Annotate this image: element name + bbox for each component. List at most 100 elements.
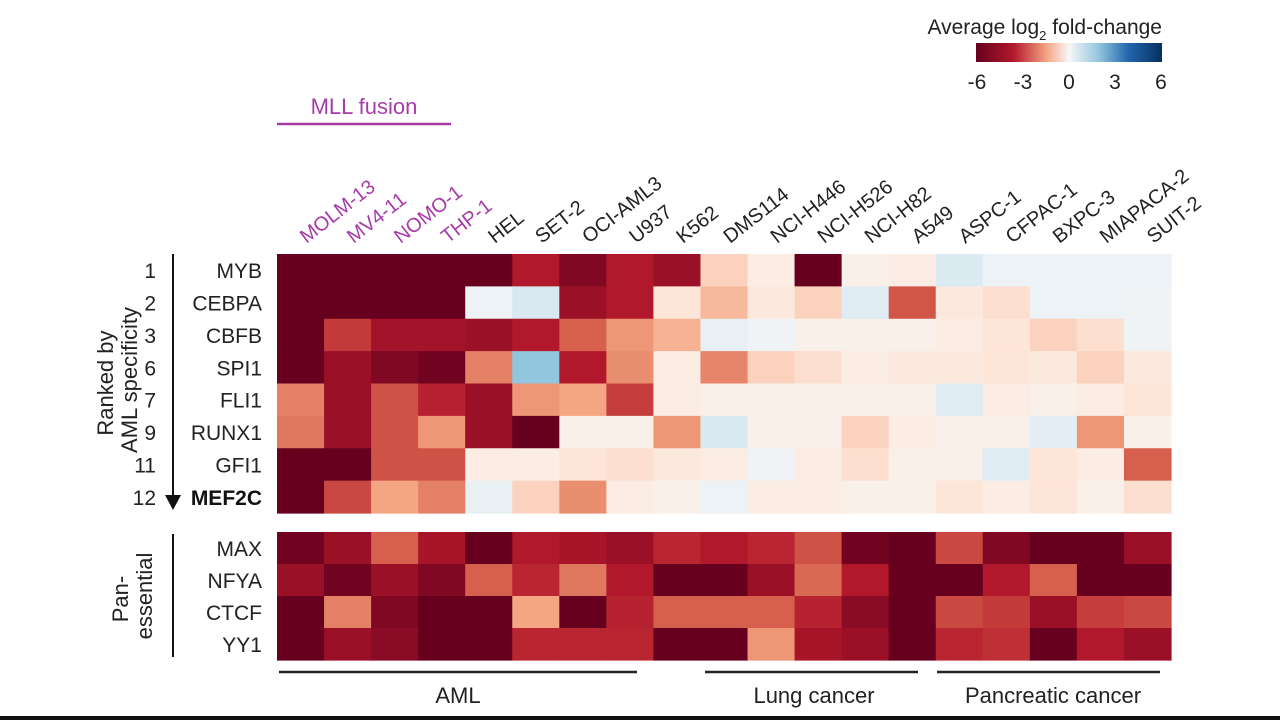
heatmap-cell xyxy=(794,254,843,287)
heatmap-cell xyxy=(747,564,796,597)
heatmap-cell xyxy=(465,564,513,597)
row-gene-label: NFYA xyxy=(208,570,262,593)
heatmap-cell xyxy=(653,383,702,417)
heatmap-cell xyxy=(841,286,890,320)
row-gene-label: FLI1 xyxy=(220,390,262,413)
heatmap-cell xyxy=(371,254,419,287)
heatmap-cell xyxy=(1123,415,1172,449)
heatmap-cell xyxy=(559,351,607,385)
row-gene-label: YY1 xyxy=(222,634,262,657)
rank-arrow-head xyxy=(165,495,181,510)
heatmap-cell xyxy=(277,596,325,629)
heatmap-cell xyxy=(277,415,325,449)
heatmap-cell xyxy=(1029,286,1078,320)
heatmap-cell xyxy=(465,383,513,417)
heatmap-cell xyxy=(1029,564,1078,597)
heatmap-cell xyxy=(888,286,937,320)
heatmap-cell xyxy=(888,254,937,287)
heatmap-cell xyxy=(935,286,984,320)
heatmap-cell xyxy=(982,448,1031,482)
row-gene-label: GFI1 xyxy=(215,454,262,477)
heatmap-cell xyxy=(418,415,466,449)
heatmap-cell xyxy=(606,318,655,352)
row-gene-label: MEF2C xyxy=(191,487,262,510)
colorbar-title-suffix: fold-change xyxy=(1046,16,1162,39)
heatmap-cell xyxy=(606,532,655,565)
heatmap-cell xyxy=(1123,351,1172,385)
heatmap-cell xyxy=(653,318,702,352)
heatmap-cell xyxy=(1123,254,1172,287)
heatmap-cell xyxy=(747,254,796,287)
heatmap-cell xyxy=(935,318,984,352)
row-rank-label: 1 xyxy=(144,260,156,283)
heatmap-cell xyxy=(512,480,560,514)
heatmap-cell xyxy=(841,596,890,629)
row-rank-label: 6 xyxy=(144,357,156,380)
heatmap-cells xyxy=(277,254,1172,661)
heatmap-cell xyxy=(1076,532,1125,565)
heatmap-cell xyxy=(700,480,749,514)
heatmap-cell xyxy=(747,448,796,482)
heatmap-cell xyxy=(1029,532,1078,565)
heatmap-cell xyxy=(935,448,984,482)
heatmap-cell xyxy=(700,351,749,385)
heatmap-cell xyxy=(465,318,513,352)
heatmap-cell xyxy=(512,254,560,287)
heatmap-cell xyxy=(794,564,843,597)
heatmap-cell xyxy=(324,480,372,514)
row-rank-label: 2 xyxy=(144,293,156,316)
heatmap-cell xyxy=(512,564,560,597)
heatmap-cell xyxy=(653,254,702,287)
heatmap-cell xyxy=(935,480,984,514)
heatmap-cell xyxy=(747,351,796,385)
heatmap-cell xyxy=(559,318,607,352)
heatmap-cell xyxy=(700,564,749,597)
heatmap-cell xyxy=(1076,596,1125,629)
heatmap-cell xyxy=(700,532,749,565)
section-label-ranked: Ranked by AML specificity xyxy=(93,307,142,453)
heatmap-cell xyxy=(982,318,1031,352)
section-label-pan-line1: Pan- xyxy=(108,576,133,622)
heatmap-cell xyxy=(465,628,513,661)
heatmap-cell xyxy=(982,254,1031,287)
row-gene-label: CEBPA xyxy=(192,293,262,316)
heatmap-cell xyxy=(747,415,796,449)
column-label: SET-2 xyxy=(531,196,588,248)
heatmap-cell xyxy=(888,383,937,417)
row-rank-label: 3 xyxy=(144,325,156,348)
colorbar-tick-label: -3 xyxy=(1014,71,1033,94)
heatmap-cell xyxy=(653,596,702,629)
group-label-pancreatic: Pancreatic cancer xyxy=(965,683,1141,708)
heatmap-cell xyxy=(794,532,843,565)
heatmap-cell xyxy=(888,351,937,385)
heatmap-cell xyxy=(1029,415,1078,449)
heatmap-cell xyxy=(559,532,607,565)
heatmap-cell xyxy=(606,448,655,482)
heatmap-cell xyxy=(982,351,1031,385)
heatmap-cell xyxy=(606,351,655,385)
heatmap-cell xyxy=(465,351,513,385)
row-gene-label: CTCF xyxy=(206,602,262,625)
row-gene-label: CBFB xyxy=(206,325,262,348)
heatmap-cell xyxy=(371,318,419,352)
heatmap-cell xyxy=(935,596,984,629)
heatmap-cell xyxy=(324,532,372,565)
heatmap-cell xyxy=(1029,351,1078,385)
heatmap-cell xyxy=(324,596,372,629)
heatmap-cell xyxy=(512,596,560,629)
heatmap-cell xyxy=(653,480,702,514)
heatmap-cell xyxy=(747,480,796,514)
section-label-ranked-line1: Ranked by xyxy=(93,330,118,435)
heatmap-cell xyxy=(371,628,419,661)
heatmap-cell xyxy=(418,596,466,629)
heatmap-cell xyxy=(1029,480,1078,514)
heatmap-cell xyxy=(418,286,466,320)
heatmap-cell xyxy=(700,286,749,320)
heatmap-cell xyxy=(1123,532,1172,565)
heatmap-cell xyxy=(1123,480,1172,514)
heatmap-cell xyxy=(653,564,702,597)
heatmap-cell xyxy=(465,415,513,449)
heatmap-cell xyxy=(559,448,607,482)
heatmap-cell xyxy=(747,318,796,352)
heatmap-cell xyxy=(935,415,984,449)
